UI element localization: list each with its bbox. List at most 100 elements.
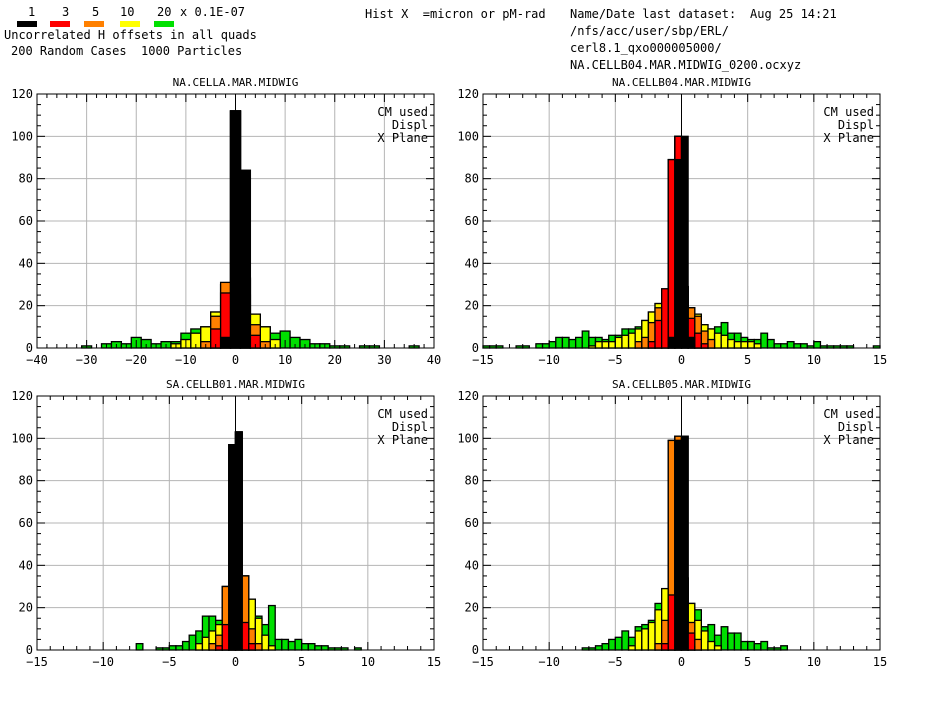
x-tick-label: −30	[76, 353, 98, 367]
histogram-bar	[694, 638, 703, 651]
y-tick-label: 80	[19, 172, 33, 186]
histogram-bar	[747, 640, 755, 651]
histogram-bar	[641, 628, 650, 651]
histogram-bar	[740, 340, 749, 349]
histogram-bar	[601, 643, 610, 651]
x-tick-label: 0	[232, 353, 239, 367]
y-tick-label: 0	[472, 643, 479, 657]
y-tick-label: 120	[11, 389, 33, 403]
header-line-1: Uncorrelated H offsets in all quads	[4, 28, 257, 42]
y-tick-label: 60	[19, 516, 33, 530]
histogram-bar	[181, 640, 190, 651]
dataset-path-2: cerl8.1_qxo000005000/	[570, 41, 722, 55]
x-tick-label: 15	[873, 655, 887, 669]
histogram-bar	[228, 444, 237, 651]
panel-annotation: CM used	[377, 105, 428, 119]
histogram-bar	[627, 645, 636, 651]
histogram-bar	[773, 343, 782, 349]
x-tick-label: −40	[26, 353, 48, 367]
y-tick-label: 120	[457, 87, 479, 101]
histogram-bar	[301, 643, 309, 651]
histogram-bar	[188, 634, 197, 651]
panel-title: SA.CELLB05.MAR.MIDWIG	[612, 378, 751, 391]
histogram-bar	[608, 340, 616, 349]
histogram-bar	[720, 334, 729, 349]
histogram-bar	[694, 332, 703, 349]
legend-label: 1	[28, 5, 36, 19]
y-tick-label: 40	[465, 558, 479, 572]
x-tick-label: −20	[125, 353, 147, 367]
x-tick-label: −5	[162, 655, 176, 669]
histogram-panel: −15 −10 −5 0 5 10 15 0 20 40 60 80 100 120 SA.CELLB01.…	[11, 378, 441, 669]
legend-label: 5	[92, 5, 100, 19]
histogram-bar	[707, 640, 716, 651]
histogram-bar	[621, 334, 630, 349]
x-tick-label: 20	[328, 353, 342, 367]
dataset-path-3: NA.CELLB04.MAR.MIDWIG_0200.ocxyz	[570, 58, 802, 72]
histogram-bar	[208, 643, 217, 651]
histogram-bar	[780, 343, 789, 349]
histogram-bar	[627, 332, 636, 349]
histogram-bar	[248, 643, 257, 651]
histogram-bar	[634, 340, 643, 349]
legend-swatch	[17, 21, 37, 27]
histogram-bar	[799, 343, 808, 349]
y-tick-label: 20	[465, 299, 479, 313]
y-tick-label: 40	[19, 558, 33, 572]
panel-annotation: CM used	[823, 105, 874, 119]
x-tick-label: −5	[608, 353, 622, 367]
histogram-bar	[621, 630, 630, 651]
panel-title: NA.CELLB04.MAR.MIDWIG	[612, 76, 751, 89]
x-tick-label: 15	[427, 655, 441, 669]
x-tick-label: −10	[175, 353, 197, 367]
histogram-bar	[314, 645, 323, 651]
histogram-bar	[168, 645, 177, 651]
dataset-date: Aug 25 14:21	[750, 7, 837, 21]
histogram-bar	[687, 336, 696, 349]
legend-unit: x 0.1E-07	[180, 5, 246, 19]
histogram-bar	[568, 338, 577, 349]
histogram-bar	[239, 169, 252, 349]
histogram-bar	[674, 439, 683, 651]
histogram-bar	[201, 636, 210, 651]
x-tick-label: −10	[92, 655, 114, 669]
histogram-bar	[267, 645, 276, 651]
histogram-bar	[221, 623, 230, 651]
histogram-bar	[753, 643, 762, 651]
y-tick-label: 40	[465, 256, 479, 270]
histogram-bar	[175, 645, 184, 651]
y-tick-label: 80	[19, 474, 33, 488]
y-tick-label: 100	[11, 431, 33, 445]
y-tick-label: 100	[457, 431, 479, 445]
histogram-bar	[561, 336, 570, 349]
histogram-bar	[680, 435, 689, 651]
legend-swatch	[154, 21, 174, 27]
histogram-bar	[733, 340, 742, 349]
y-tick-label: 120	[457, 389, 479, 403]
y-tick-label: 20	[19, 299, 33, 313]
header-line-2: 200 Random Cases 1000 Particles	[11, 44, 243, 58]
x-tick-label: −10	[538, 655, 560, 669]
histogram-bar	[294, 638, 303, 651]
histogram-bar	[661, 643, 669, 651]
histogram-bar	[274, 638, 283, 651]
histogram-bar	[674, 158, 683, 349]
histogram-bar	[667, 158, 676, 349]
panel-annotation: X Plane	[823, 131, 874, 145]
histogram-bar	[267, 604, 276, 651]
y-tick-label: 0	[26, 341, 33, 355]
legend-swatch	[84, 21, 104, 27]
histogram-bar	[760, 640, 769, 651]
histogram-bar	[661, 288, 669, 349]
x-tick-label: 0	[232, 655, 239, 669]
x-tick-label: 10	[361, 655, 375, 669]
histogram-bar	[667, 594, 676, 651]
histogram-bar	[780, 645, 789, 651]
y-tick-label: 80	[465, 172, 479, 186]
histogram-bar	[727, 338, 736, 349]
histogram-bar	[654, 319, 663, 349]
legend-label: 10	[120, 5, 135, 19]
histogram-bar	[727, 632, 736, 651]
x-tick-label: 15	[873, 353, 887, 367]
